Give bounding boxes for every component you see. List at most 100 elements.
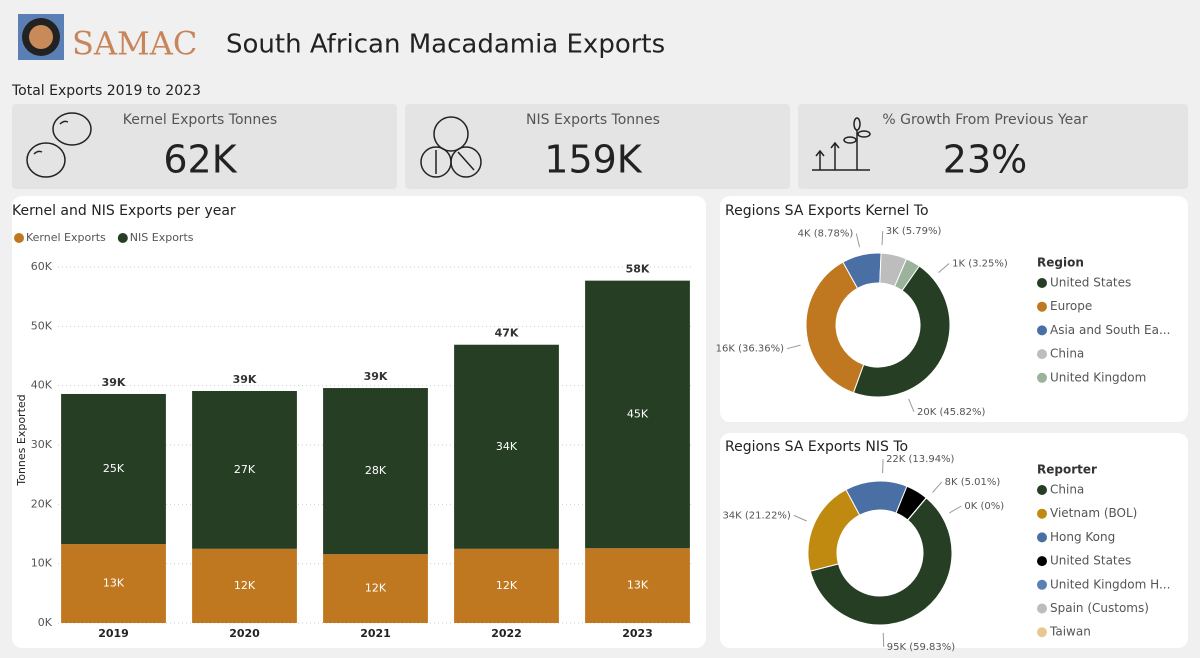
legend-title: Region	[1037, 256, 1084, 270]
slice-label: 20K (45.82%)	[917, 407, 985, 418]
slice-label: 8K (5.01%)	[945, 477, 1001, 488]
slice-label: 3K (5.79%)	[886, 226, 942, 237]
bar-value-label: 27K	[234, 463, 256, 476]
x-tick-label: 2019	[98, 627, 129, 640]
kpi-label: NIS Exports Tonnes	[526, 112, 660, 128]
page-title: South African Macadamia Exports	[226, 30, 665, 60]
kpi-card	[798, 104, 1188, 189]
section-label: Total Exports 2019 to 2023	[11, 83, 201, 99]
legend-marker	[1037, 556, 1047, 567]
leader-line	[881, 231, 884, 246]
bar-value-label: 45K	[627, 407, 649, 420]
bar-value-label: 12K	[234, 579, 256, 592]
bar-value-label: 28K	[365, 464, 387, 477]
leader-line	[908, 398, 915, 413]
bar-value-label: 12K	[365, 582, 387, 595]
y-tick-label: 50K	[31, 319, 53, 332]
donut-slice	[907, 497, 927, 521]
legend-marker	[1037, 627, 1047, 638]
bar-value-label: 34K	[496, 440, 518, 453]
growth-icon	[812, 117, 871, 171]
bar-segment	[585, 280, 690, 549]
slice-label: 95K (59.83%)	[887, 642, 955, 653]
legend-marker	[1037, 325, 1047, 336]
card	[720, 433, 1188, 648]
bar-segment	[61, 544, 166, 623]
bar-value-label: 12K	[496, 579, 518, 592]
bar-value-label: 13K	[627, 579, 649, 592]
y-axis-label: Tonnes Exported	[15, 394, 28, 486]
legend-label: NIS Exports	[130, 231, 194, 244]
chart-title: Kernel and NIS Exports per year	[12, 203, 236, 219]
nis-icon	[420, 116, 482, 178]
total-label: 39K	[102, 376, 126, 389]
kernel-icon	[26, 112, 92, 178]
bar-segment	[61, 393, 166, 545]
legend-label: Spain (Customs)	[1050, 601, 1149, 615]
logo-nut	[29, 25, 53, 49]
kpi-card	[405, 104, 790, 189]
bar-value-label: 25K	[103, 462, 125, 475]
kpi-value: 159K	[544, 138, 643, 182]
legend-label: Asia and South Ea...	[1050, 323, 1170, 337]
leader-line	[882, 632, 885, 647]
card	[720, 196, 1188, 422]
kpi-label: % Growth From Previous Year	[882, 112, 1088, 128]
donut-slice	[852, 265, 951, 398]
bar-segment	[192, 391, 297, 549]
slice-label: 22K (13.94%)	[886, 454, 954, 465]
kpi-value: 62K	[163, 138, 237, 182]
slice-label: 16K (36.36%)	[716, 344, 784, 355]
legend-label: Kernel Exports	[26, 231, 106, 244]
legend-title: Reporter	[1037, 463, 1097, 477]
y-tick-label: 10K	[31, 557, 53, 570]
legend-marker	[1037, 603, 1047, 614]
legend-label: China	[1050, 483, 1084, 497]
bar-segment	[585, 548, 690, 623]
slice-label: 1K (3.25%)	[952, 259, 1008, 270]
y-tick-label: 40K	[31, 379, 53, 392]
kpi-card	[12, 104, 397, 189]
legend-label: United States	[1050, 554, 1131, 568]
legend-label: United Kingdom	[1050, 370, 1146, 384]
leader-line	[786, 344, 801, 350]
donut-slice	[805, 261, 865, 394]
leader-line	[793, 514, 807, 522]
legend-label: United States	[1050, 276, 1131, 290]
bar-segment	[323, 388, 428, 555]
legend-label: Hong Kong	[1050, 530, 1115, 544]
bar-segment	[454, 344, 559, 549]
leader-line	[932, 481, 943, 493]
legend-marker	[1037, 532, 1047, 543]
legend-marker	[1037, 485, 1047, 495]
leader-line	[949, 505, 962, 514]
donut-slice	[809, 497, 953, 626]
y-tick-label: 30K	[31, 438, 53, 451]
legend-label: Vietnam (BOL)	[1050, 506, 1137, 520]
bar-segment	[323, 554, 428, 623]
chart-title: Regions SA Exports NIS To	[725, 439, 908, 455]
legend-label: United Kingdom H...	[1050, 577, 1170, 591]
bar-segment	[454, 548, 559, 623]
legend-marker	[1037, 372, 1047, 383]
x-tick-label: 2022	[491, 627, 522, 640]
legend-marker	[1037, 508, 1047, 519]
leader-line	[855, 233, 861, 248]
total-label: 58K	[626, 263, 650, 276]
legend-marker	[1037, 278, 1047, 288]
slice-label: 4K (8.78%)	[798, 229, 854, 240]
leader-line	[938, 263, 950, 274]
kpi-label: Kernel Exports Tonnes	[123, 112, 277, 128]
total-label: 39K	[364, 370, 388, 383]
bar-value-label: 13K	[103, 577, 125, 590]
legend-label: Europe	[1050, 299, 1092, 313]
chart-title: Regions SA Exports Kernel To	[725, 203, 929, 219]
y-tick-label: 20K	[31, 497, 53, 510]
y-tick-label: 60K	[31, 260, 53, 273]
slice-label: 34K (21.22%)	[722, 510, 790, 521]
y-tick-label: 0K	[38, 616, 53, 629]
legend-marker	[1037, 579, 1047, 590]
kpi-value: 23%	[943, 138, 1027, 182]
